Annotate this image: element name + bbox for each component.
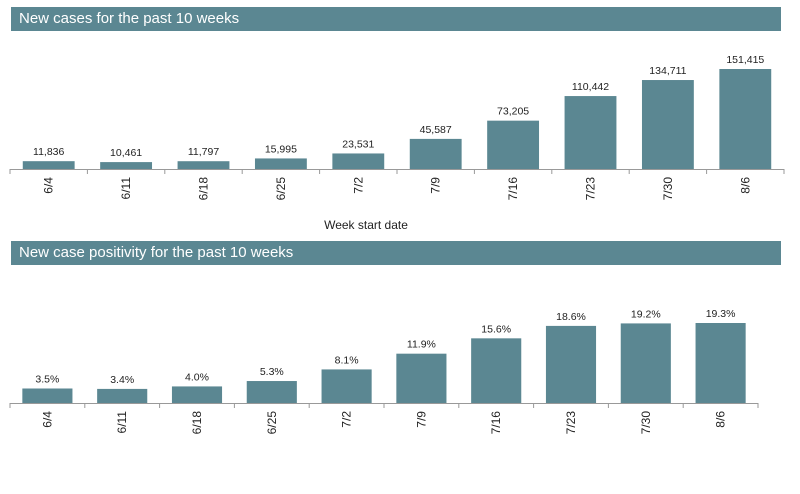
chart2-data-label: 19.2% [631, 308, 661, 320]
chart1-tick-label: 6/11 [119, 177, 133, 200]
chart2-data-label: 15.6% [481, 323, 511, 335]
chart2-tick-label: 8/6 [714, 411, 728, 428]
chart1-tick-label: 6/25 [274, 177, 288, 201]
chart1-data-label: 134,711 [649, 65, 686, 77]
chart2-data-label: 18.6% [556, 311, 586, 323]
chart2-tick-label: 7/30 [639, 411, 653, 435]
chart2-bar [471, 338, 522, 403]
chart1-bar [100, 162, 153, 169]
chart1-data-label: 11,797 [188, 146, 219, 158]
chart2-tick-label: 6/4 [40, 411, 54, 428]
chart2-tick-label: 7/2 [340, 411, 354, 428]
chart2-data-label: 3.4% [110, 374, 134, 386]
chart1-tick-label: 7/30 [661, 177, 675, 201]
chart2-data-label: 19.3% [706, 308, 736, 320]
chart2-bar [97, 388, 148, 403]
chart2-data-label: 4.0% [185, 371, 209, 383]
chart1-data-label: 11,836 [33, 146, 64, 158]
chart2-tick-label: 7/16 [489, 411, 503, 435]
chart1-x-axis-label: Week start date [324, 218, 408, 232]
chart2-title: New case positivity for the past 10 week… [11, 241, 781, 265]
chart2-data-label: 3.5% [35, 373, 59, 385]
chart2-tick-label: 7/23 [564, 411, 578, 435]
chart2-tick-label: 7/9 [414, 411, 428, 428]
chart2-data-label: 11.9% [407, 339, 436, 351]
chart2-data-label: 8.1% [335, 354, 359, 366]
chart2-data-label: 5.3% [260, 366, 284, 378]
chart1-bar [254, 158, 307, 169]
chart1-bar [22, 161, 75, 169]
chart1-bar [719, 69, 772, 169]
chart1-bar [487, 120, 540, 169]
chart1-tick-label: 8/6 [738, 177, 752, 194]
chart2-bar [22, 388, 73, 403]
chart1-data-label: 45,587 [420, 124, 452, 136]
chart2-bar [321, 369, 372, 403]
chart1-data-label: 23,531 [342, 138, 374, 150]
chart2-bar [695, 323, 746, 403]
chart1-tick-label: 7/9 [429, 177, 443, 194]
chart2-bar [396, 353, 447, 403]
chart1-bar [641, 80, 694, 169]
chart1-data-label: 110,442 [572, 81, 609, 93]
chart1-bar [409, 138, 462, 169]
chart1-data-label: 10,461 [110, 147, 142, 159]
chart1-bar [564, 96, 617, 169]
chart1-data-label: 151,415 [726, 54, 764, 66]
chart2-bar [171, 386, 223, 403]
chart1-data-label: 73,205 [497, 106, 529, 118]
chart2-bar [246, 381, 297, 403]
chart2-tick-label: 6/11 [115, 411, 129, 434]
chart1-tick-label: 7/2 [351, 177, 365, 194]
chart1-tick-label: 6/18 [197, 177, 211, 201]
chart2-bar [620, 323, 671, 403]
chart1-bar [332, 153, 385, 169]
chart1-title: New cases for the past 10 weeks [11, 7, 781, 31]
chart2-bar [545, 325, 597, 403]
chart2-tick-label: 6/18 [190, 411, 204, 435]
chart1-tick-label: 7/23 [584, 177, 598, 201]
chart1-tick-label: 6/4 [42, 177, 56, 194]
chart2-tick-label: 6/25 [265, 411, 279, 435]
chart1-data-label: 15,995 [265, 143, 297, 155]
chart1-tick-label: 7/16 [506, 177, 520, 201]
chart1-bar [177, 161, 230, 169]
